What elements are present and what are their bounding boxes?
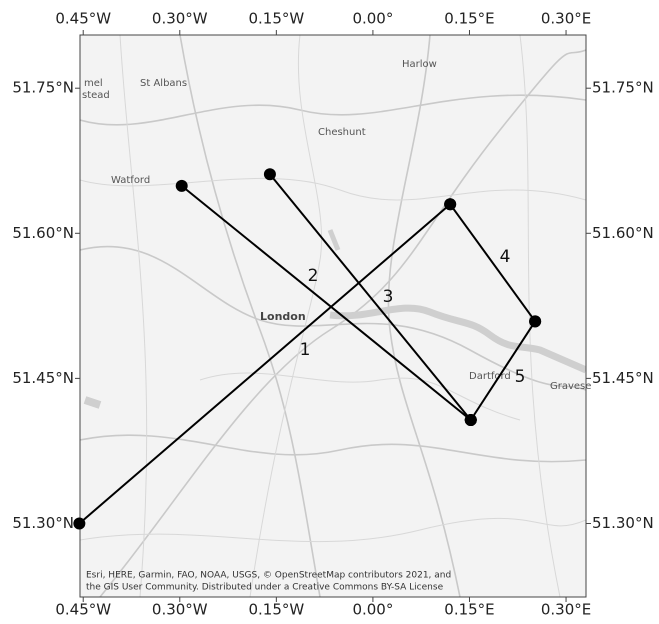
route-label: 3 xyxy=(383,287,394,307)
y-tick-label: 51.45°N xyxy=(592,369,654,387)
attribution: Esri, HERE, Garmin, FAO, NOAA, USGS, © O… xyxy=(86,571,451,581)
route xyxy=(469,320,536,421)
x-tick-label: 0.00° xyxy=(352,601,393,619)
map-frame xyxy=(79,34,587,598)
route-point xyxy=(529,315,542,328)
x-tick-label: 0.30°E xyxy=(541,10,591,28)
place-label: Dartford xyxy=(469,371,511,382)
route-point xyxy=(444,198,457,211)
route xyxy=(269,173,472,421)
route-label: 4 xyxy=(500,247,511,267)
x-tick-label: 0.00° xyxy=(352,10,393,28)
route xyxy=(449,203,536,322)
place-label: Watford xyxy=(111,175,150,186)
y-tick-label: 51.45°N xyxy=(12,369,74,387)
x-tick-label: 0.45°W xyxy=(55,10,111,28)
x-tick-label: 0.15°E xyxy=(444,601,494,619)
route-point xyxy=(263,168,276,181)
route xyxy=(78,203,451,525)
attribution: the GIS User Community. Distributed unde… xyxy=(86,583,444,593)
place-label: stead xyxy=(82,90,110,101)
place-label: Harlow xyxy=(402,59,437,70)
route-label: 1 xyxy=(300,340,311,360)
y-tick-label: 51.60°N xyxy=(12,224,74,242)
place-label: Cheshunt xyxy=(318,127,366,138)
route-point xyxy=(464,413,477,426)
x-tick-label: 0.15°E xyxy=(444,10,494,28)
x-tick-label: 0.30°W xyxy=(152,10,208,28)
x-tick-label: 0.30°E xyxy=(541,601,591,619)
route xyxy=(181,185,472,421)
basemap xyxy=(80,35,586,597)
place-label: Gravese xyxy=(550,381,591,392)
x-tick-label: 0.15°W xyxy=(248,10,304,28)
route-point xyxy=(175,179,188,192)
y-tick-label: 51.30°N xyxy=(592,514,654,532)
x-tick-label: 0.45°W xyxy=(55,601,111,619)
y-tick-label: 51.75°N xyxy=(592,79,654,97)
x-tick-label: 0.30°W xyxy=(152,601,208,619)
route-label: 5 xyxy=(515,367,526,387)
place-labels: mel stead St Albans Harlow Cheshunt Watf… xyxy=(82,59,591,392)
x-tick-label: 0.15°W xyxy=(248,601,304,619)
y-tick-label: 51.75°N xyxy=(12,79,74,97)
place-label: St Albans xyxy=(140,78,187,89)
place-label: mel xyxy=(84,78,103,89)
y-tick-label: 51.60°N xyxy=(592,224,654,242)
route-point xyxy=(73,517,86,530)
route-label: 2 xyxy=(308,266,319,286)
place-label: London xyxy=(260,310,306,323)
y-tick-label: 51.30°N xyxy=(12,514,74,532)
